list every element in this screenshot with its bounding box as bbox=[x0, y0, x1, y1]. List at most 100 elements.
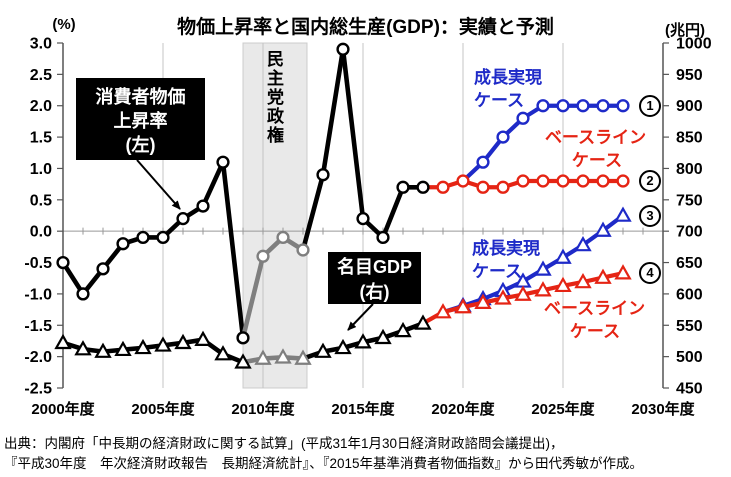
marker-triangle-gdp-actual bbox=[114, 340, 132, 357]
x-axis-tick-label: 2025年度 bbox=[531, 400, 595, 418]
marker-triangle-gdp-baseline bbox=[574, 272, 592, 289]
left-axis-tick-label: -2.0 bbox=[24, 349, 52, 366]
left-axis-unit-label: (%) bbox=[52, 16, 76, 33]
marker-circle-cpi-growth bbox=[476, 155, 490, 169]
marker-circle-cpi-baseline bbox=[576, 174, 590, 188]
marker-triangle-gdp-actual bbox=[174, 333, 192, 350]
right-axis-tick-label: 550 bbox=[676, 318, 703, 335]
cpi-annotation-arrow bbox=[136, 159, 181, 210]
marker-circle-cpi-actual bbox=[156, 230, 170, 245]
marker-triangle-gdp-growth bbox=[534, 260, 552, 276]
marker-triangle-gdp-baseline bbox=[494, 289, 512, 305]
marker-circle-cpi-actual bbox=[96, 262, 110, 276]
circled-marker-2: 2 bbox=[639, 170, 661, 192]
marker-triangle-gdp-actual bbox=[194, 330, 212, 346]
marker-circle-cpi-actual bbox=[336, 42, 350, 56]
marker-triangle-gdp-actual bbox=[54, 333, 72, 350]
cpi-annotation-line: (左) bbox=[125, 135, 156, 155]
marker-circle-cpi-baseline bbox=[516, 174, 530, 188]
marker-triangle-gdp-actual bbox=[214, 345, 232, 361]
marker-triangle-gdp-baseline bbox=[454, 298, 472, 314]
right-axis-tick-label: 500 bbox=[676, 349, 703, 366]
marker-triangle-gdp-actual bbox=[134, 338, 152, 355]
marker-circle-cpi-actual bbox=[416, 180, 430, 194]
marker-circle-cpi-baseline bbox=[596, 174, 610, 188]
marker-circle-cpi-actual bbox=[296, 243, 310, 257]
marker-circle-cpi-actual bbox=[356, 212, 370, 226]
marker-triangle-gdp-actual bbox=[394, 321, 412, 338]
marker-circle-cpi-baseline bbox=[556, 174, 570, 188]
marker-circle-cpi-baseline bbox=[476, 180, 490, 194]
marker-circle-cpi-actual bbox=[76, 287, 90, 301]
marker-triangle-gdp-growth bbox=[594, 221, 612, 237]
gdp-annotation-line: 名目GDP bbox=[336, 257, 412, 277]
case-label-text: 成長実現 bbox=[474, 68, 542, 87]
left-axis-tick-label: 2.0 bbox=[30, 98, 52, 115]
circled-marker-1: 1 bbox=[639, 94, 661, 117]
case-label-text: ケース bbox=[571, 151, 623, 170]
marker-circle-cpi-baseline bbox=[456, 174, 470, 188]
marker-circle-cpi-growth bbox=[516, 111, 530, 125]
cpi-annotation-box: 消費者物価 上昇率 (左) bbox=[76, 78, 205, 160]
marker-circle-cpi-actual bbox=[376, 230, 390, 245]
marker-triangle-gdp-baseline bbox=[514, 285, 532, 301]
marker-circle-cpi-growth bbox=[596, 99, 610, 113]
right-axis-tick-label: 1000 bbox=[676, 36, 712, 53]
x-axis-tick-label: 2015年度 bbox=[331, 400, 395, 418]
marker-circle-cpi-actual bbox=[196, 199, 210, 213]
cpi-annotation-line: 上昇率 bbox=[113, 111, 168, 131]
left-axis-tick-label: 1.0 bbox=[30, 161, 52, 178]
x-axis-tick-label: 2005年度 bbox=[131, 400, 195, 418]
right-axis-tick-label: 800 bbox=[676, 161, 703, 178]
right-axis-unit-label: (兆円) bbox=[665, 22, 705, 39]
marker-circle-cpi-baseline bbox=[496, 180, 510, 194]
marker-triangle-gdp-actual bbox=[414, 314, 432, 330]
circled-marker-3: 3 bbox=[639, 204, 661, 227]
left-axis-tick-label: 3.0 bbox=[30, 36, 52, 53]
marker-circle-cpi-actual bbox=[136, 230, 150, 245]
left-axis-tick-label: -2.5 bbox=[24, 381, 52, 398]
marker-triangle-gdp-actual bbox=[314, 342, 332, 358]
marker-triangle-gdp-growth bbox=[574, 235, 592, 252]
marker-triangle-gdp-actual bbox=[354, 333, 372, 349]
right-axis-tick-label: 750 bbox=[676, 192, 703, 209]
marker-circle-cpi-actual bbox=[256, 249, 270, 263]
marker-triangle-gdp-actual bbox=[254, 349, 272, 365]
marker-triangle-gdp-actual bbox=[234, 353, 252, 369]
marker-circle-cpi-actual bbox=[236, 331, 250, 345]
marker-circle-cpi-growth bbox=[576, 99, 590, 113]
left-axis-tick-label: -0.5 bbox=[24, 255, 52, 272]
left-axis-tick-label: 1.5 bbox=[30, 130, 52, 147]
marker-circle-cpi-actual bbox=[276, 230, 290, 245]
marker-triangle-gdp-baseline bbox=[474, 293, 492, 309]
case-label-gdp-baseline: ベースライン ケース bbox=[544, 297, 646, 343]
circled-marker-4: 4 bbox=[639, 262, 661, 285]
marker-triangle-gdp-actual bbox=[154, 336, 172, 352]
left-axis-tick-label: 2.5 bbox=[30, 67, 52, 84]
case-label-cpi-baseline: ベースライン ケース bbox=[545, 126, 649, 172]
left-axis-tick-label: 0.0 bbox=[30, 224, 52, 241]
chart-title: 物価上昇率と国内総生産(GDP)：実績と予測 bbox=[177, 17, 554, 38]
case-label-text: ベースライン bbox=[545, 128, 647, 147]
marker-circle-cpi-actual bbox=[176, 212, 190, 226]
marker-triangle-gdp-actual bbox=[94, 342, 112, 358]
marker-circle-cpi-growth bbox=[496, 130, 510, 144]
marker-circle-cpi-actual bbox=[56, 255, 70, 270]
marker-triangle-gdp-baseline bbox=[594, 268, 612, 284]
case-label-cpi-growth: 成長実現 ケース bbox=[474, 66, 542, 112]
series-segment-cpi-actual bbox=[240, 253, 266, 341]
right-axis-tick-label: 700 bbox=[676, 224, 703, 241]
case-label-text: ベースライン bbox=[544, 299, 646, 318]
marker-triangle-gdp-growth bbox=[614, 206, 632, 222]
marker-triangle-gdp-actual bbox=[294, 349, 312, 365]
x-axis-tick-label: 2020年度 bbox=[431, 400, 495, 418]
x-axis-tick-label: 2030年度 bbox=[631, 400, 695, 418]
marker-circle-cpi-actual bbox=[216, 155, 230, 169]
source-line-1: 出典：内閣府「中長期の経済財政に関する試算」(平成31年1月30日経済財政諮問会… bbox=[4, 436, 564, 451]
marker-triangle-gdp-actual bbox=[374, 328, 392, 345]
case-label-text: 成長実現 bbox=[472, 239, 540, 258]
left-axis-tick-label: -1.5 bbox=[24, 318, 52, 335]
marker-circle-cpi-baseline bbox=[536, 174, 550, 188]
marker-triangle-gdp-actual bbox=[74, 340, 92, 356]
